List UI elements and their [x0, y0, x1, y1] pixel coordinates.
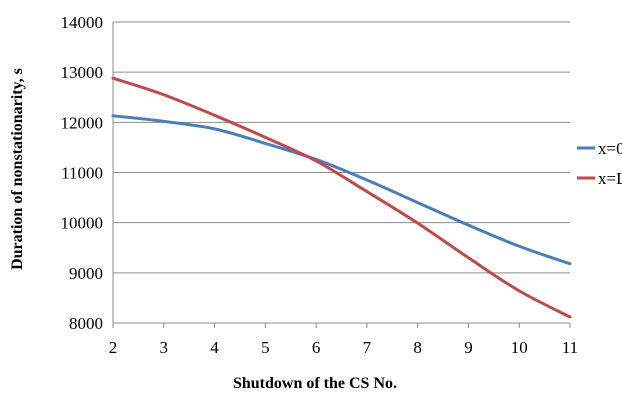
x-tick-label: 5: [261, 338, 270, 357]
legend-label: x=0: [598, 139, 622, 158]
y-tick-label: 8000: [69, 314, 103, 333]
grid: [113, 21, 570, 274]
x-tick-label: 11: [562, 338, 578, 357]
x-tick-label: 9: [464, 338, 473, 357]
x-tick-label: 4: [210, 338, 219, 357]
y-tick-label: 13000: [61, 63, 104, 82]
series-line-x0: [111, 114, 572, 266]
y-tick-label: 12000: [61, 113, 104, 132]
x-tick-label: 2: [109, 338, 118, 357]
y-tick-label: 11000: [61, 164, 103, 183]
y-tick-label: 9000: [69, 264, 103, 283]
x-tick-label: 6: [312, 338, 321, 357]
x-tick-label: 8: [413, 338, 422, 357]
x-tick-label: 10: [511, 338, 528, 357]
legend: x=0 x=L: [577, 139, 622, 188]
x-tick-label: 7: [363, 338, 372, 357]
series-lines: [111, 76, 572, 319]
y-tick-label: 10000: [61, 214, 104, 233]
y-axis-title: Duration of nonstationarity, s: [9, 68, 26, 270]
x-axis-title: Shutdown of the CS No.: [233, 375, 397, 392]
axes: 8000 9000 10000 11000 12000 13000 14000 2 3 4 5 6 7 8…: [61, 13, 579, 357]
series-line-xL: [111, 76, 572, 319]
y-tick-label: 14000: [61, 13, 104, 32]
x-tick-label: 3: [160, 338, 169, 357]
legend-label: x=L: [598, 169, 622, 188]
